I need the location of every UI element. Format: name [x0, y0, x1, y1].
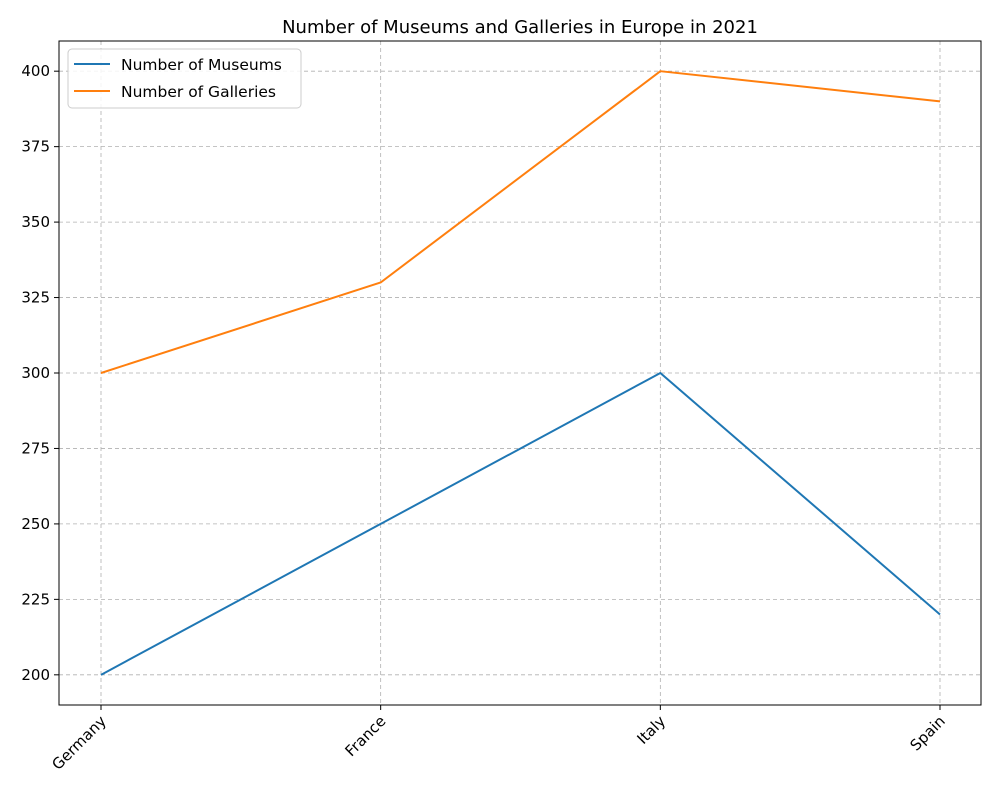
y-tick-label: 250: [21, 515, 50, 533]
series-layer: [100, 70, 941, 676]
legend-label-museums: Number of Museums: [121, 56, 282, 74]
legend-box: [67, 48, 302, 109]
y-tick-label: 225: [21, 590, 50, 608]
y-tick-label: 375: [21, 138, 50, 156]
series-line-0: [100, 372, 941, 676]
legend: Number of Museums Number of Galleries: [67, 48, 302, 109]
y-tick-label: 200: [21, 666, 50, 684]
legend-label-galleries: Number of Galleries: [121, 83, 276, 101]
y-tick-label: 300: [21, 364, 50, 382]
chart-title: Number of Museums and Galleries in Europ…: [282, 17, 758, 38]
y-tick-label: 350: [21, 213, 50, 231]
y-tick-label: 325: [21, 289, 50, 307]
y-tick-label: 275: [21, 439, 50, 457]
series-line-1: [100, 70, 941, 374]
y-tick-label: 400: [21, 62, 50, 80]
